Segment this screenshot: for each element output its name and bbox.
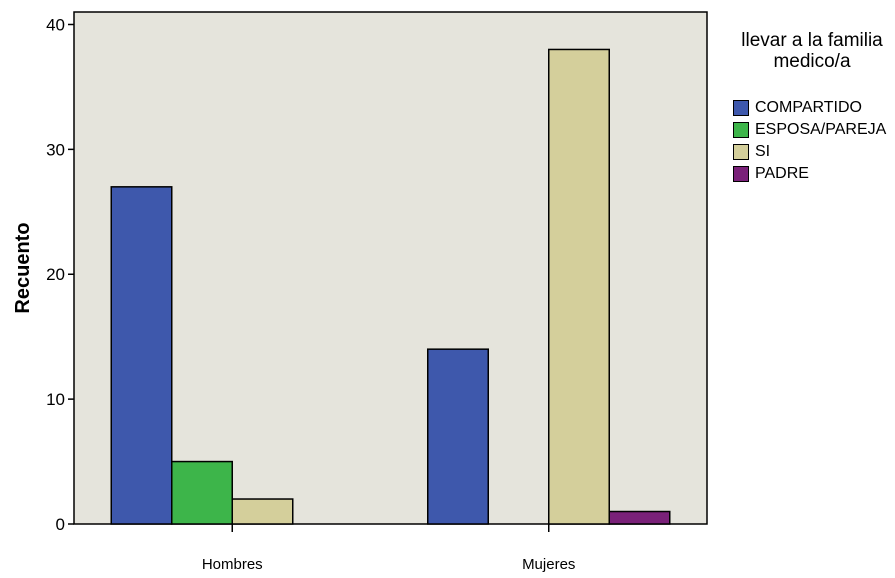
legend-swatch-si [733,144,749,160]
legend-label-esposa-pareja: ESPOSA/PAREJA [755,121,887,138]
bar-hombres-esposa-pareja [171,460,233,525]
legend-item-si: SI [733,141,886,163]
y-tick-label: 30 [46,140,65,159]
bar-hombres-si [231,498,294,525]
legend-label-compartido: COMPARTIDO [755,99,862,116]
y-tick-label: 0 [56,515,65,534]
legend-label-padre: PADRE [755,165,809,182]
legend-swatch-esposa-pareja [733,122,749,138]
legend-swatch-compartido [733,100,749,116]
x-tick-label: Mujeres [522,556,575,573]
legend-title-line-1: llevar a la familia [741,30,883,51]
x-axis: Hombres Mujeres [202,524,575,573]
legend-label-si: SI [755,143,771,160]
legend-item-compartido: COMPARTIDO [733,97,886,119]
y-axis: 0 10 20 30 40 [46,15,74,534]
bar-mujeres-si [548,48,610,525]
legend-item-esposa-pareja: ESPOSA/PAREJA [733,119,886,141]
bar-hombres-compartido [110,186,173,525]
legend-title-line-2: medico/a [773,51,851,72]
bar-mujeres-padre [608,510,671,525]
legend-item-padre: PADRE [733,163,886,185]
y-axis-label: Recuento [12,222,34,313]
legend: COMPARTIDO ESPOSA/PAREJA SI PADRE [733,97,886,185]
x-tick-label: Hombres [202,556,263,573]
y-tick-label: 10 [46,390,65,409]
legend-title: llevar a la familia medico/a [712,30,895,72]
bar-mujeres-compartido [427,348,489,525]
y-tick-label: 40 [46,15,65,34]
legend-swatch-padre [733,166,749,182]
bars-group [110,48,671,525]
y-tick-label: 20 [46,265,65,284]
